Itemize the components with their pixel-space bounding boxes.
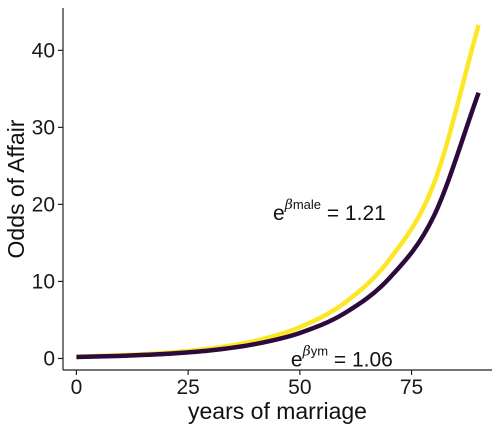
x-tick-label: 75 [400,376,423,399]
x-tick-label: 25 [176,376,199,399]
x-axis-title: years of marriage [188,398,367,424]
series-line-lower [76,91,481,360]
x-tick-label: 0 [71,376,83,399]
series-lines [76,24,481,360]
y-tick-label: 40 [32,39,55,62]
annotations: eβmale = 1.21 eβym = 1.06 [273,197,393,371]
ticks: 0 25 50 75 0 10 20 30 40 [32,39,424,399]
y-tick-label: 30 [32,116,55,139]
axes [62,8,492,371]
y-tick-label: 0 [43,347,55,370]
series-line-upper [76,24,481,359]
y-tick-label: 10 [32,270,55,293]
y-axis-title: Odds of Affair [3,119,29,258]
y-tick-label: 20 [32,193,55,216]
annotation-beta-ym: eβym = 1.06 [291,343,393,371]
x-tick-label: 50 [288,376,311,399]
annotation-beta-male: eβmale = 1.21 [273,197,386,225]
